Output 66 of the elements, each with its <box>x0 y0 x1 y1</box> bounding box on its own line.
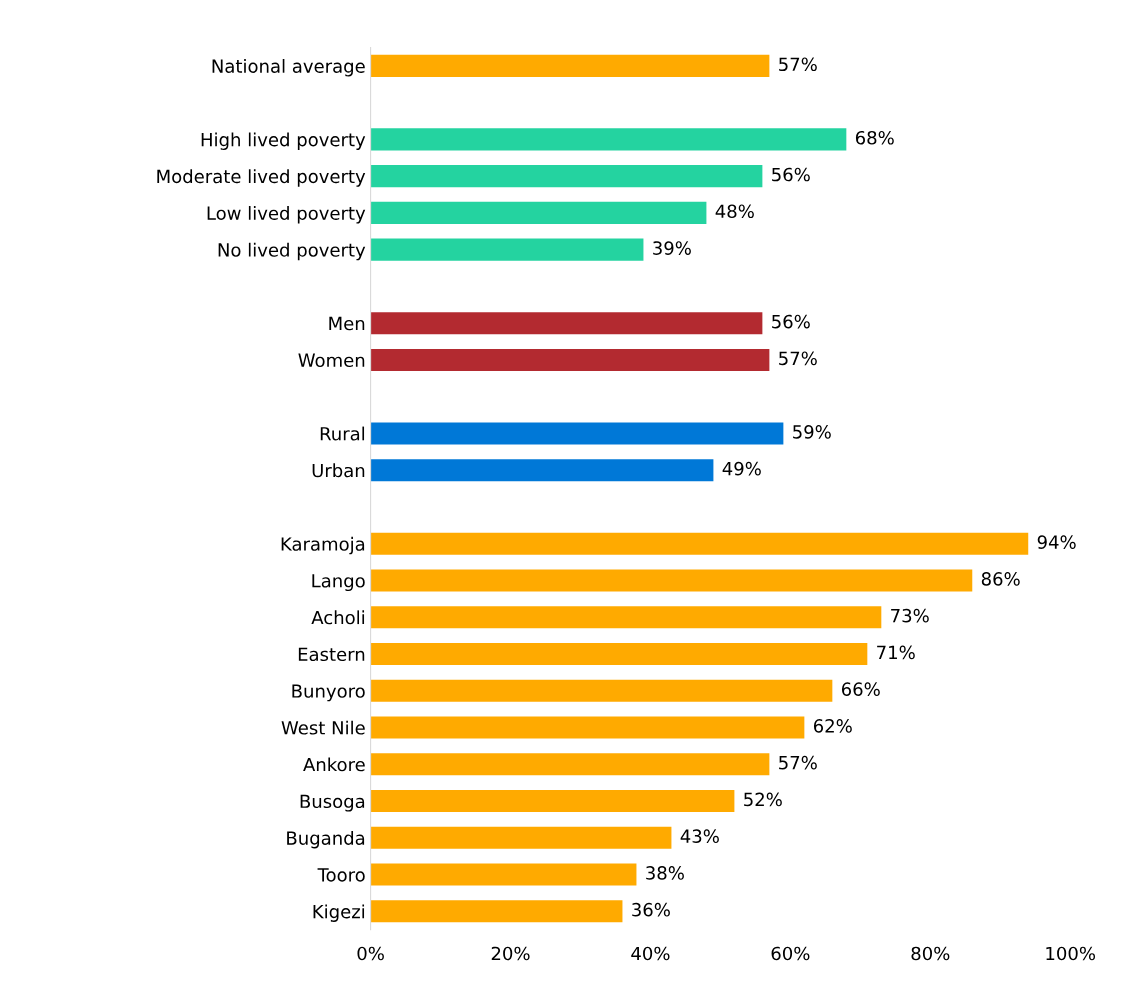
y-tick-label: Men <box>329 316 365 331</box>
y-tick-label: Karamoja <box>281 536 365 555</box>
y-tick-label: High lived poverty <box>201 132 366 150</box>
y-tick-label: Women <box>298 353 365 368</box>
y-tick-label: Kigezi <box>313 904 365 922</box>
bar <box>370 348 770 371</box>
data-label: 66% <box>841 682 880 696</box>
bar <box>370 532 1029 555</box>
x-tick-label: 60% <box>771 946 810 961</box>
y-tick-label: Low lived poverty <box>207 206 366 224</box>
bar <box>370 238 644 261</box>
data-label: 68% <box>855 130 894 145</box>
y-tick-label: Urban <box>312 463 365 478</box>
data-label: 56% <box>772 314 810 329</box>
y-tick-label: West Nile <box>281 720 365 735</box>
data-label: 38% <box>646 866 684 880</box>
data-label: 43% <box>680 829 719 843</box>
bar <box>370 312 763 335</box>
data-label: 57% <box>779 57 817 72</box>
y-tick-label: Lango <box>312 574 365 592</box>
data-label: 57% <box>779 351 817 366</box>
bar <box>370 459 714 482</box>
data-label: 94% <box>1037 535 1076 549</box>
bar <box>370 753 770 776</box>
bar <box>370 679 833 702</box>
y-tick-label: Buganda <box>287 830 365 849</box>
data-label: 57% <box>779 755 817 770</box>
bar <box>370 422 784 445</box>
bar <box>370 54 770 77</box>
y-tick-label: National average <box>212 58 365 77</box>
data-label: 62% <box>813 719 852 733</box>
bar <box>370 826 672 849</box>
bar <box>370 789 735 813</box>
y-tick-label: Rural <box>320 426 365 441</box>
data-label: 36% <box>632 902 670 917</box>
data-label: 59% <box>793 425 831 439</box>
x-tick-label: 100% <box>1046 946 1096 961</box>
x-tick-label: 80% <box>911 946 950 961</box>
x-tick-label: 0% <box>357 946 384 961</box>
bar <box>370 863 637 886</box>
data-label: 71% <box>877 645 915 660</box>
x-tick-label: 40% <box>631 946 670 961</box>
data-label: 39% <box>653 241 691 255</box>
y-tick-label: Acholi <box>311 610 365 625</box>
data-label: 52% <box>744 792 782 807</box>
y-tick-label: Moderate lived poverty <box>157 169 366 187</box>
x-tick-label: 20% <box>491 946 530 961</box>
bar <box>370 201 707 224</box>
data-label: 49% <box>722 461 761 476</box>
data-label: 56% <box>772 167 810 182</box>
bar <box>370 606 882 629</box>
y-tick-label: Tooro <box>317 868 365 882</box>
bar <box>370 128 847 151</box>
bar <box>370 716 805 739</box>
y-tick-label: Ankore <box>303 757 365 772</box>
y-tick-label: Busoga <box>300 794 365 812</box>
data-label: 86% <box>981 572 1020 586</box>
data-label: 73% <box>891 608 929 623</box>
y-tick-label: No lived poverty <box>218 242 366 261</box>
bar <box>370 900 623 923</box>
y-tick-label: Eastern <box>298 647 365 662</box>
bar <box>370 569 973 592</box>
data-label: 48% <box>715 204 754 219</box>
y-tick-label: Bunyoro <box>292 684 365 702</box>
bar <box>370 165 763 188</box>
bar <box>370 642 868 665</box>
